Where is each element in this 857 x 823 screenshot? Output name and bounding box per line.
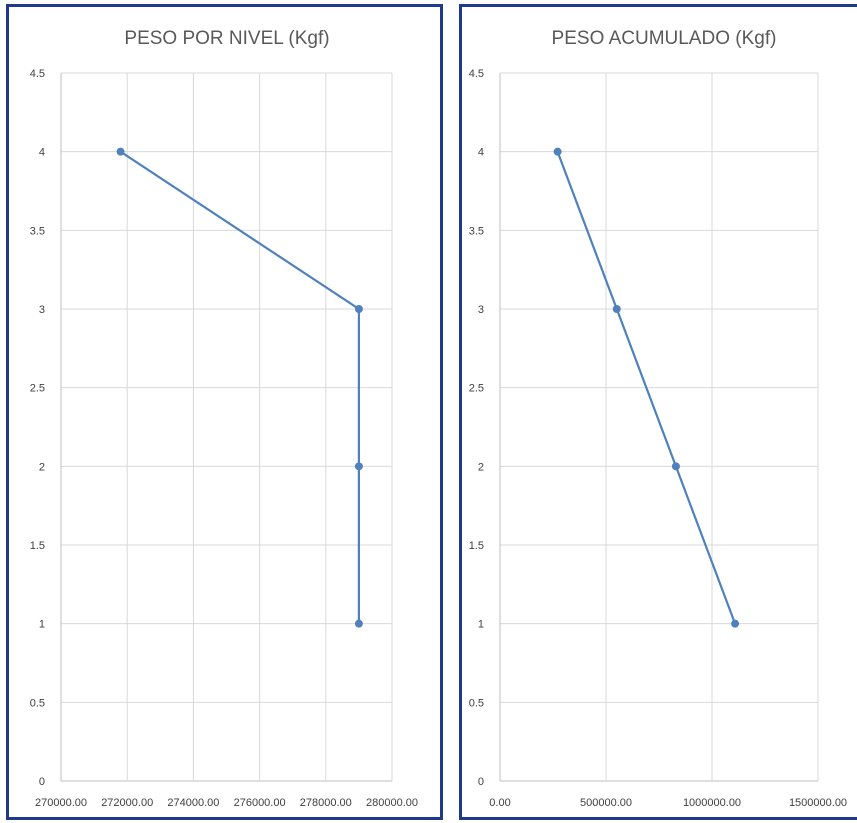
y-tick-label: 2.5 xyxy=(30,383,45,395)
y-tick-label: 2 xyxy=(39,461,45,473)
y-tick-label: 0 xyxy=(478,776,484,788)
y-tick-label: 0 xyxy=(39,776,45,788)
data-point xyxy=(612,305,621,313)
y-tick-label: 3 xyxy=(478,304,484,316)
chart-panel-peso-acumulado: PESO ACUMULADO (Kgf) 0 0.5 1 1.5 2 2.5 3 3.5 4 4.… xyxy=(459,4,857,820)
y-tick-label: 0.5 xyxy=(469,697,484,709)
y-tick-label: 3.5 xyxy=(30,225,45,237)
series-line xyxy=(119,150,360,624)
y-tick-label: 0.5 xyxy=(30,697,45,709)
data-point xyxy=(116,147,125,156)
data-point xyxy=(354,619,363,628)
x-tick-label: 278000.00 xyxy=(300,797,352,809)
x-tick-label: 272000.00 xyxy=(101,797,153,809)
y-tick-label: 4.5 xyxy=(469,68,484,80)
data-point xyxy=(553,147,562,156)
y-tick-label: 4 xyxy=(39,147,45,159)
x-tick-label: 1000000.00 xyxy=(683,797,741,809)
data-point xyxy=(354,305,363,313)
x-tick-label: 0.00 xyxy=(489,797,510,809)
y-tick-label: 2.5 xyxy=(469,383,484,395)
chart-peso-acumulado: PESO ACUMULADO (Kgf) 0 0.5 1 1.5 2 2.5 3 3.5 4 4.… xyxy=(469,28,847,809)
data-point xyxy=(671,462,680,471)
chart-title: PESO ACUMULADO (Kgf) xyxy=(552,28,777,49)
x-tick-label: 500000.00 xyxy=(580,797,632,809)
x-tick-label: 274000.00 xyxy=(167,797,219,809)
y-tick-label: 3.5 xyxy=(469,225,484,237)
x-tick-label: 1500000.00 xyxy=(789,797,847,809)
data-point xyxy=(354,462,363,471)
data-point xyxy=(731,619,740,628)
y-tick-label: 4 xyxy=(478,147,484,159)
series-line xyxy=(556,151,737,625)
y-tick-label: 1.5 xyxy=(469,540,484,552)
y-tick-label: 1 xyxy=(39,619,45,631)
chart-title: PESO POR NIVEL (Kgf) xyxy=(124,28,329,49)
y-tick-label: 2 xyxy=(478,461,484,473)
chart-peso-por-nivel: PESO POR NIVEL (Kgf) 0 0.5 1 1.5 2 2.5 3 3.5 4 4.… xyxy=(30,28,418,809)
y-tick-label: 4.5 xyxy=(30,68,45,80)
x-tick-label: 280000.00 xyxy=(366,797,418,809)
y-tick-label: 1 xyxy=(478,619,484,631)
x-tick-label: 276000.00 xyxy=(234,797,286,809)
chart-panel-peso-por-nivel: PESO POR NIVEL (Kgf) 0 0.5 1 1.5 2 2.5 3 3.5 4 4.… xyxy=(6,4,443,820)
x-tick-label: 270000.00 xyxy=(35,797,87,809)
y-tick-label: 3 xyxy=(39,304,45,316)
y-tick-label: 1.5 xyxy=(30,540,45,552)
